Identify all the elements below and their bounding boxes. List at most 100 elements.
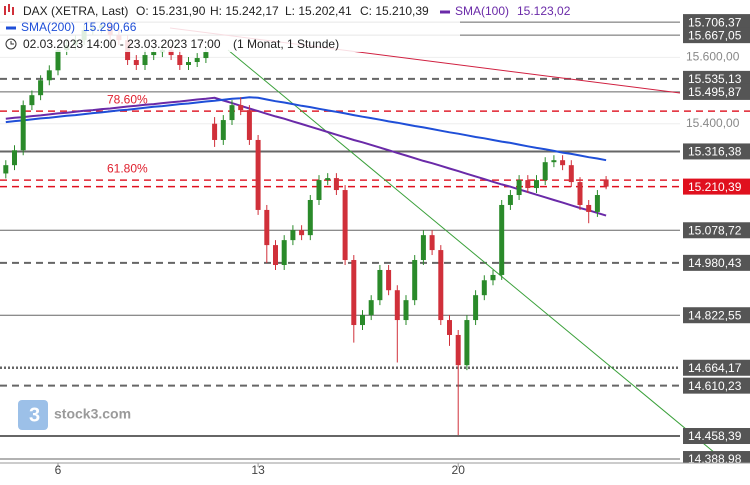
- header-period: 02.03.2023 14:00 - 23.03.2023 17:00: [23, 37, 221, 51]
- candle-body: [542, 162, 548, 181]
- price-level-label: 14.980,43: [688, 256, 742, 270]
- candle-body: [586, 204, 592, 212]
- x-tick-label: 20: [452, 463, 466, 477]
- candle-body: [420, 235, 426, 261]
- price-level-box: [683, 27, 750, 44]
- candle-body: [299, 230, 305, 236]
- candle-body: [316, 180, 322, 200]
- price-level-label: 14.822,55: [688, 308, 742, 322]
- candle-body: [394, 290, 400, 321]
- candle-body: [473, 295, 479, 321]
- price-level-label: 15.535,13: [688, 72, 742, 86]
- fib-label: 78.60%: [107, 92, 148, 106]
- candle-body: [403, 300, 409, 321]
- candle-body: [264, 209, 270, 246]
- candle-body: [281, 240, 287, 265]
- price-level-box: [683, 70, 750, 87]
- sma-line: [5, 96, 607, 162]
- sma-line: [5, 96, 607, 217]
- candle-body: [377, 269, 383, 301]
- price-level-box: [683, 254, 750, 271]
- candle-body: [290, 230, 296, 241]
- candle-body: [507, 195, 513, 205]
- header-close: C: 15.210,39: [360, 4, 429, 18]
- support-trendline: [227, 49, 750, 483]
- price-level-box: [683, 83, 750, 100]
- candle-body: [603, 179, 609, 187]
- candle-body: [29, 95, 35, 106]
- candle-body: [203, 52, 209, 59]
- price-level-box: [683, 307, 750, 324]
- candle-body: [255, 139, 261, 210]
- watermark: 3 stock3.com: [18, 400, 131, 430]
- current-price-label: 15.210,39: [688, 180, 742, 194]
- candle-body: [177, 55, 183, 66]
- candle-body: [568, 165, 574, 183]
- candle-body: [412, 260, 418, 301]
- header-open: O: 15.231,90: [136, 4, 206, 18]
- price-level-label: 15.706,37: [688, 15, 742, 29]
- x-tick-label: 6: [55, 463, 62, 477]
- price-level-box: [683, 222, 750, 239]
- candle-body: [194, 58, 200, 63]
- x-axis-bg: [0, 463, 750, 480]
- fib-label: 61.80%: [107, 161, 148, 175]
- price-level-label: 15.667,05: [688, 28, 742, 42]
- header-bg: [0, 0, 460, 52]
- candle-body: [46, 70, 52, 81]
- candle-body: [386, 269, 392, 291]
- clock-icon: [5, 38, 17, 50]
- candle-body: [220, 120, 226, 140]
- candle-body: [499, 204, 505, 275]
- current-price-box: [683, 178, 750, 195]
- legend-name: SMA(200): [21, 20, 75, 34]
- candle-body: [551, 160, 557, 163]
- candle-body: [481, 280, 487, 296]
- candle-body: [212, 123, 218, 140]
- price-level-box: [683, 377, 750, 394]
- candle-body: [12, 150, 17, 166]
- watermark-logo: [18, 400, 48, 430]
- y-tick-label: 15.600,00: [686, 50, 740, 64]
- price-level-label: 14.610,23: [688, 379, 742, 393]
- price-level-box: [683, 428, 750, 445]
- candle-body: [273, 245, 278, 265]
- candle-body: [351, 260, 357, 326]
- candle-body: [38, 80, 44, 96]
- candle-body: [560, 160, 566, 166]
- clock-hands: [10, 41, 14, 45]
- candle-body: [594, 195, 600, 212]
- price-level-label: 15.316,38: [688, 145, 742, 159]
- header-high: H: 15.242,17: [210, 4, 279, 18]
- price-level-label: 15.078,72: [688, 223, 742, 237]
- price-level-label: 14.664,17: [688, 361, 742, 375]
- candle-body: [368, 300, 374, 316]
- x-tick-label: 13: [251, 463, 265, 477]
- candle-body: [55, 50, 61, 71]
- price-level-box: [683, 143, 750, 160]
- candle-body: [20, 105, 26, 151]
- header-title: DAX (XETRA, Last): [23, 4, 128, 18]
- candle-body: [3, 165, 9, 174]
- candle-body: [490, 274, 496, 281]
- candle-body: [238, 105, 244, 111]
- header-interval: (1 Monat, 1 Stunde): [233, 37, 339, 51]
- legend-value: 15.123,02: [517, 4, 571, 18]
- candle-body: [229, 105, 235, 121]
- candle-body: [325, 178, 331, 181]
- candle-body: [525, 180, 531, 189]
- price-level-box: [683, 359, 750, 376]
- candle-body: [307, 199, 313, 236]
- candle-body: [360, 315, 365, 326]
- candle-body: [333, 178, 339, 191]
- candle-body: [516, 180, 522, 196]
- y-tick-label: 15.400,00: [686, 116, 740, 130]
- candle-body: [142, 55, 148, 66]
- header-low: L: 15.202,41: [285, 4, 352, 18]
- candle-body: [133, 60, 139, 66]
- legend-name: SMA(100): [455, 4, 509, 18]
- candle-body: [455, 334, 461, 366]
- watermark-text: stock3.com: [54, 406, 131, 422]
- candle-body: [447, 320, 452, 335]
